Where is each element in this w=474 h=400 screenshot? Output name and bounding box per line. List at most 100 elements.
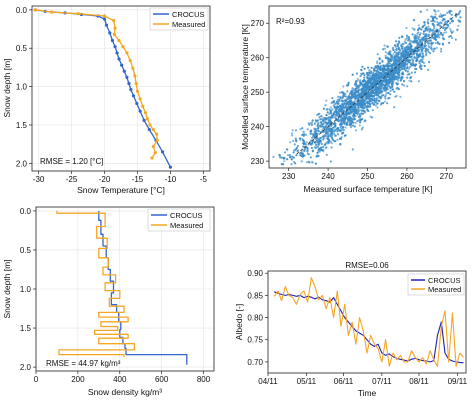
scatter-point (374, 104, 377, 107)
scatter-point (365, 98, 368, 101)
scatter-point (367, 85, 370, 88)
scatter-point (317, 150, 320, 153)
scatter-point (410, 71, 413, 74)
scatter-point (424, 44, 427, 48)
scatter-point (316, 141, 319, 144)
scatter-point (359, 101, 362, 104)
scatter-point (357, 86, 360, 89)
scatter-point (344, 134, 347, 137)
scatter-point (371, 109, 374, 112)
scatter-point (391, 46, 395, 49)
x-tick-label: -10 (165, 175, 177, 184)
data-point-crocus (117, 57, 121, 61)
scatter-point (415, 56, 418, 60)
scatter-point (344, 126, 347, 129)
scatter-point (418, 33, 421, 36)
scatter-point (353, 112, 356, 115)
scatter-point (444, 21, 447, 24)
scatter-point (311, 119, 314, 122)
albedo-timeseries-panel: 04/11 05/11 06/11 07/11 08/11 09/11 0.70 0.75 0… (234, 261, 468, 398)
scatter-point (290, 158, 293, 161)
scatter-point (376, 90, 379, 93)
scatter-point (363, 67, 366, 70)
scatter-point (319, 137, 322, 140)
y-tick-label: 260 (251, 54, 265, 63)
scatter-point (389, 93, 392, 96)
scatter-point (345, 122, 348, 125)
scatter-point (286, 158, 289, 161)
scatter-point (409, 75, 413, 79)
scatter-point (334, 134, 337, 137)
scatter-point (398, 36, 401, 40)
scatter-point (402, 84, 406, 87)
scatter-point (357, 104, 360, 107)
series-line-crocus (274, 291, 464, 364)
scatter-point (369, 103, 372, 106)
scatter-point (321, 128, 324, 131)
scatter-point (368, 71, 371, 75)
scatter-point (407, 67, 410, 70)
data-point-measured (155, 132, 159, 136)
scatter-point (448, 41, 451, 44)
scatter-point (331, 108, 334, 111)
scatter-point (354, 121, 357, 125)
scatter-point (346, 90, 349, 93)
data-point-crocus (138, 109, 142, 113)
scatter-point (399, 79, 402, 82)
scatter-point (382, 82, 385, 85)
scatter-point (410, 55, 413, 58)
scatter-point (383, 100, 387, 103)
y-tick-label: 1.0 (16, 83, 28, 92)
x-tick-label: 04/11 (258, 377, 278, 386)
scatter-point (401, 83, 404, 86)
scatter-point (395, 48, 398, 51)
scatter-point (338, 113, 341, 116)
scatter-point (372, 71, 375, 74)
scatter-point (401, 76, 404, 79)
scatter-point (355, 95, 358, 98)
scatter-point (386, 45, 389, 48)
y-tick-label: 0.0 (16, 6, 28, 15)
scatter-point (428, 61, 431, 64)
scatter-point (358, 124, 361, 127)
scatter-point (351, 87, 354, 90)
scatter-point (330, 101, 333, 105)
scatter-point (393, 51, 396, 54)
scatter-point (442, 14, 445, 17)
scatter-point (313, 134, 316, 137)
scatter-point (307, 122, 310, 125)
scatter-point (351, 101, 354, 104)
scatter-point (418, 62, 421, 65)
scatter-point (421, 60, 424, 64)
scatter-point (404, 55, 407, 58)
scatter-point (316, 145, 319, 148)
scatter-point (442, 37, 445, 40)
scatter-point (431, 15, 434, 18)
x-tick-label: 200 (71, 375, 85, 384)
scatter-point (291, 132, 294, 135)
scatter-point (355, 109, 358, 112)
scatter-point (357, 94, 360, 97)
scatter-point (336, 119, 339, 122)
scatter-point (387, 97, 390, 100)
scatter-point (342, 104, 345, 107)
scatter-point (433, 47, 436, 51)
scatter-point (416, 34, 419, 38)
scatter-point (389, 81, 392, 84)
scatter-point (373, 82, 376, 85)
scatter-point (391, 73, 394, 76)
scatter-point (310, 123, 313, 126)
scatter-point (376, 106, 379, 109)
scatter-point (363, 76, 366, 79)
scatter-point (340, 103, 343, 106)
scatter-point (401, 71, 404, 74)
scatter-point (389, 59, 393, 63)
data-point-measured (125, 51, 129, 55)
scatter-point (346, 116, 349, 119)
scatter-point (351, 73, 354, 76)
scatter-point (455, 15, 458, 18)
data-point-measured (151, 127, 155, 132)
scatter-point (407, 54, 410, 57)
scatter-point (334, 129, 337, 132)
scatter-point (459, 16, 462, 19)
